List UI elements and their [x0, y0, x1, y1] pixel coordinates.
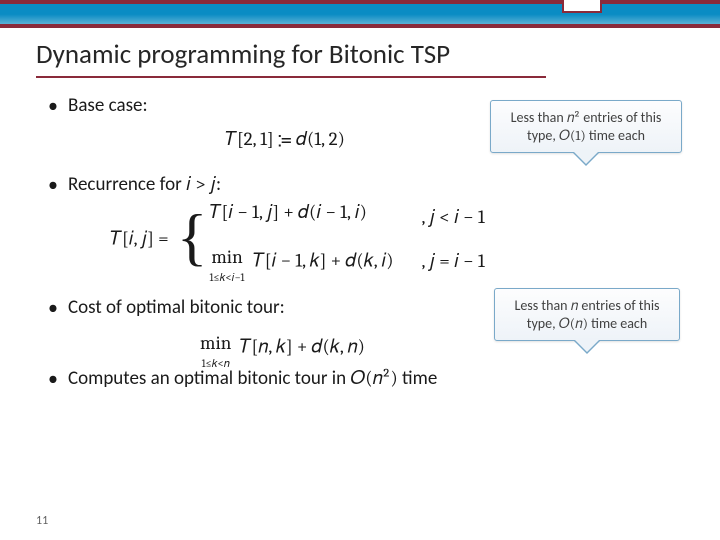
recurrence-cases: 𝑇[𝑖 − 1, 𝑗] + 𝑑(𝑖 − 1, 𝑖) min 1≤𝑘<𝑖−1 𝑇[… — [210, 200, 394, 280]
callout-text: entries of this — [580, 109, 661, 126]
callout-text: type, — [527, 315, 559, 332]
inline-math: 𝑂(𝑛) — [559, 315, 588, 332]
bullet-complexity: Computes an optimal bitonic tour in 𝑂(𝑛²… — [48, 367, 688, 390]
callout-text: time each — [586, 127, 645, 144]
min-operator: min 1≤𝑘<𝑛 — [200, 334, 231, 370]
recurrence-conditions: , 𝑗 < 𝑖 − 1 , 𝑗 = 𝑖 − 1 — [422, 205, 485, 274]
recurrence-case-1: 𝑇[𝑖 − 1, 𝑗] + 𝑑(𝑖 − 1, 𝑖) — [210, 200, 394, 226]
callout-text: time each — [588, 315, 647, 332]
inline-math: 𝑛² — [567, 109, 580, 126]
cost-rest: 𝑇[𝑛, 𝑘] + 𝑑(𝑘, 𝑛) — [235, 335, 365, 357]
slide-title: Dynamic programming for Bitonic TSP — [36, 38, 450, 71]
recurrence-case-2-rest: 𝑇[𝑖 − 1, 𝑘] + 𝑑(𝑘, 𝑖) — [249, 249, 394, 271]
cond-2: , 𝑗 = 𝑖 − 1 — [422, 249, 485, 275]
header-strip — [0, 0, 720, 26]
min-subscript: 1≤𝑘<𝑖−1 — [210, 271, 245, 284]
formula-recurrence: 𝑇[𝑖, 𝑗] = { 𝑇[𝑖 − 1, 𝑗] + 𝑑(𝑖 − 1, 𝑖) mi… — [110, 200, 485, 280]
bullet-text: Recurrence for — [68, 173, 186, 196]
inline-math: 𝑂(1) — [559, 127, 586, 144]
page-number: 11 — [36, 514, 48, 528]
title-underline — [36, 76, 546, 78]
callout-text: entries of this — [578, 297, 659, 314]
bullet-text: Cost of optimal bitonic tour: — [68, 296, 285, 319]
callout-n2-entries: Less than 𝑛² entries of this type, 𝑂(1) … — [490, 100, 682, 153]
min-subscript: 1≤𝑘<𝑛 — [202, 357, 230, 370]
recurrence-case-2: min 1≤𝑘<𝑖−1 𝑇[𝑖 − 1, 𝑘] + 𝑑(𝑘, 𝑖) — [210, 244, 394, 280]
bullet-recurrence: Recurrence for 𝑖 > 𝑗: — [48, 173, 688, 196]
header-notch — [562, 0, 602, 13]
min-operator: min 1≤𝑘<𝑖−1 — [210, 248, 245, 284]
callout-text: Less than — [514, 297, 570, 314]
inline-math: 𝑖 > 𝑗 — [186, 173, 216, 195]
formula-cost: min 1≤𝑘<𝑛 𝑇[𝑛, 𝑘] + 𝑑(𝑘, 𝑛) — [200, 330, 365, 366]
callout-text: type, — [527, 127, 559, 144]
recurrence-lhs: 𝑇[𝑖, 𝑗] = — [110, 227, 173, 249]
cond-1: , 𝑗 < 𝑖 − 1 — [422, 205, 485, 231]
callout-n-entries: Less than 𝑛 entries of this type, 𝑂(𝑛) t… — [494, 288, 680, 341]
inline-math: 𝑂(𝑛²) — [350, 367, 397, 389]
bullet-text: Base case: — [68, 94, 148, 117]
bullet-text: : — [216, 173, 221, 196]
callout-text: Less than — [511, 109, 567, 126]
bullet-text: Computes an optimal bitonic tour in — [68, 367, 350, 390]
min-top: min — [200, 332, 231, 354]
formula-base-case: 𝑇[2, 1] ≔ 𝑑(1, 2) — [225, 128, 345, 150]
min-top: min — [211, 246, 242, 268]
bullet-text: time — [398, 367, 438, 390]
